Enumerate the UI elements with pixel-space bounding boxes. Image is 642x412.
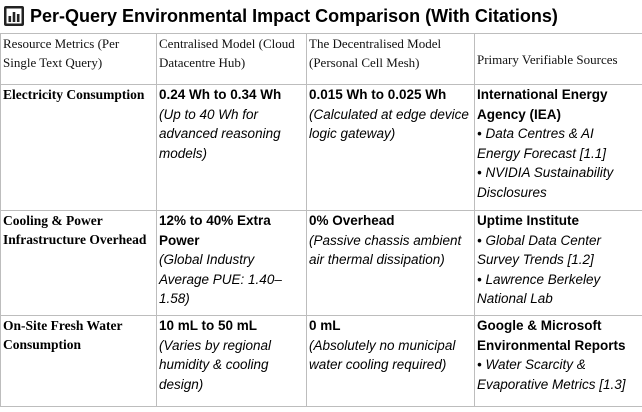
- decentralised-note: (Absolutely no municipal water cooling r…: [309, 337, 456, 373]
- table-row: Cooling & Power Infrastructure Overhead …: [0, 210, 642, 316]
- centralised-note: (Up to 40 Wh for advanced reasoning mode…: [159, 106, 281, 161]
- title-text: Per-Query Environmental Impact Compariso…: [30, 5, 558, 26]
- source-item: • NVIDIA Sustainability Disclosures: [477, 165, 614, 200]
- centralised-value: 12% to 40% Extra Power: [159, 213, 271, 248]
- decentralised-cell: 0.015 Wh to 0.025 Wh (Calculated at edge…: [306, 84, 475, 211]
- sources-cell: Uptime Institute • Global Data Center Su…: [474, 210, 642, 316]
- header-resource-metrics: Resource Metrics (Per Single Text Query): [0, 33, 157, 85]
- sources-cell: International Energy Agency (IEA) • Data…: [474, 84, 642, 211]
- header-decentralised-model: The Decentralised Model (Personal Cell M…: [306, 33, 475, 85]
- decentralised-cell: 0% Overhead (Passive chassis ambient air…: [306, 210, 475, 316]
- decentralised-value: 0 mL: [309, 318, 341, 333]
- source-organization: International Energy Agency (IEA): [477, 87, 608, 122]
- centralised-note: (Global Industry Average PUE: 1.40–1.58): [159, 252, 282, 306]
- decentralised-note: (Passive chassis ambient air thermal dis…: [309, 232, 462, 268]
- sources-cell: Google & Microsoft Environmental Reports…: [474, 315, 642, 407]
- centralised-note: (Varies by regional humidity & cooling d…: [159, 337, 272, 392]
- metric-label: Cooling & Power Infrastructure Overhead: [0, 210, 157, 316]
- metric-label: On-Site Fresh Water Consumption: [0, 315, 157, 407]
- decentralised-value: 0% Overhead: [309, 213, 395, 228]
- header-centralised-model: Centralised Model (Cloud Datacentre Hub): [156, 33, 307, 85]
- decentralised-cell: 0 mL (Absolutely no municipal water cool…: [306, 315, 475, 407]
- source-organization: Google & Microsoft Environmental Reports: [477, 318, 626, 353]
- decentralised-note: (Calculated at edge device logic gateway…: [309, 106, 469, 142]
- centralised-cell: 0.24 Wh to 0.34 Wh (Up to 40 Wh for adva…: [156, 84, 307, 211]
- source-item: • Water Scarcity & Evaporative Metrics […: [477, 357, 626, 392]
- header-primary-sources: Primary Verifiable Sources: [474, 33, 642, 85]
- header-row: Resource Metrics (Per Single Text Query)…: [0, 33, 642, 85]
- centralised-value: 0.24 Wh to 0.34 Wh: [159, 87, 282, 102]
- centralised-value: 10 mL to 50 mL: [159, 318, 258, 333]
- centralised-cell: 10 mL to 50 mL (Varies by regional humid…: [156, 315, 307, 407]
- source-item: • Global Data Center Survey Trends [1.2]: [477, 232, 602, 268]
- source-item: • Data Centres & AI Energy Forecast [1.1…: [477, 126, 607, 161]
- document-title: Per-Query Environmental Impact Compariso…: [4, 3, 558, 29]
- decentralised-value: 0.015 Wh to 0.025 Wh: [309, 87, 447, 102]
- source-item: • Lawrence Berkeley National Lab: [477, 271, 601, 307]
- bar-chart-icon: [4, 6, 24, 26]
- impact-comparison-table: Resource Metrics (Per Single Text Query)…: [0, 33, 642, 407]
- centralised-cell: 12% to 40% Extra Power (Global Industry …: [156, 210, 307, 316]
- metric-label: Electricity Consumption: [0, 84, 157, 211]
- table-row: On-Site Fresh Water Consumption 10 mL to…: [0, 315, 642, 407]
- source-organization: Uptime Institute: [477, 213, 580, 228]
- table-row: Electricity Consumption 0.24 Wh to 0.34 …: [0, 84, 642, 211]
